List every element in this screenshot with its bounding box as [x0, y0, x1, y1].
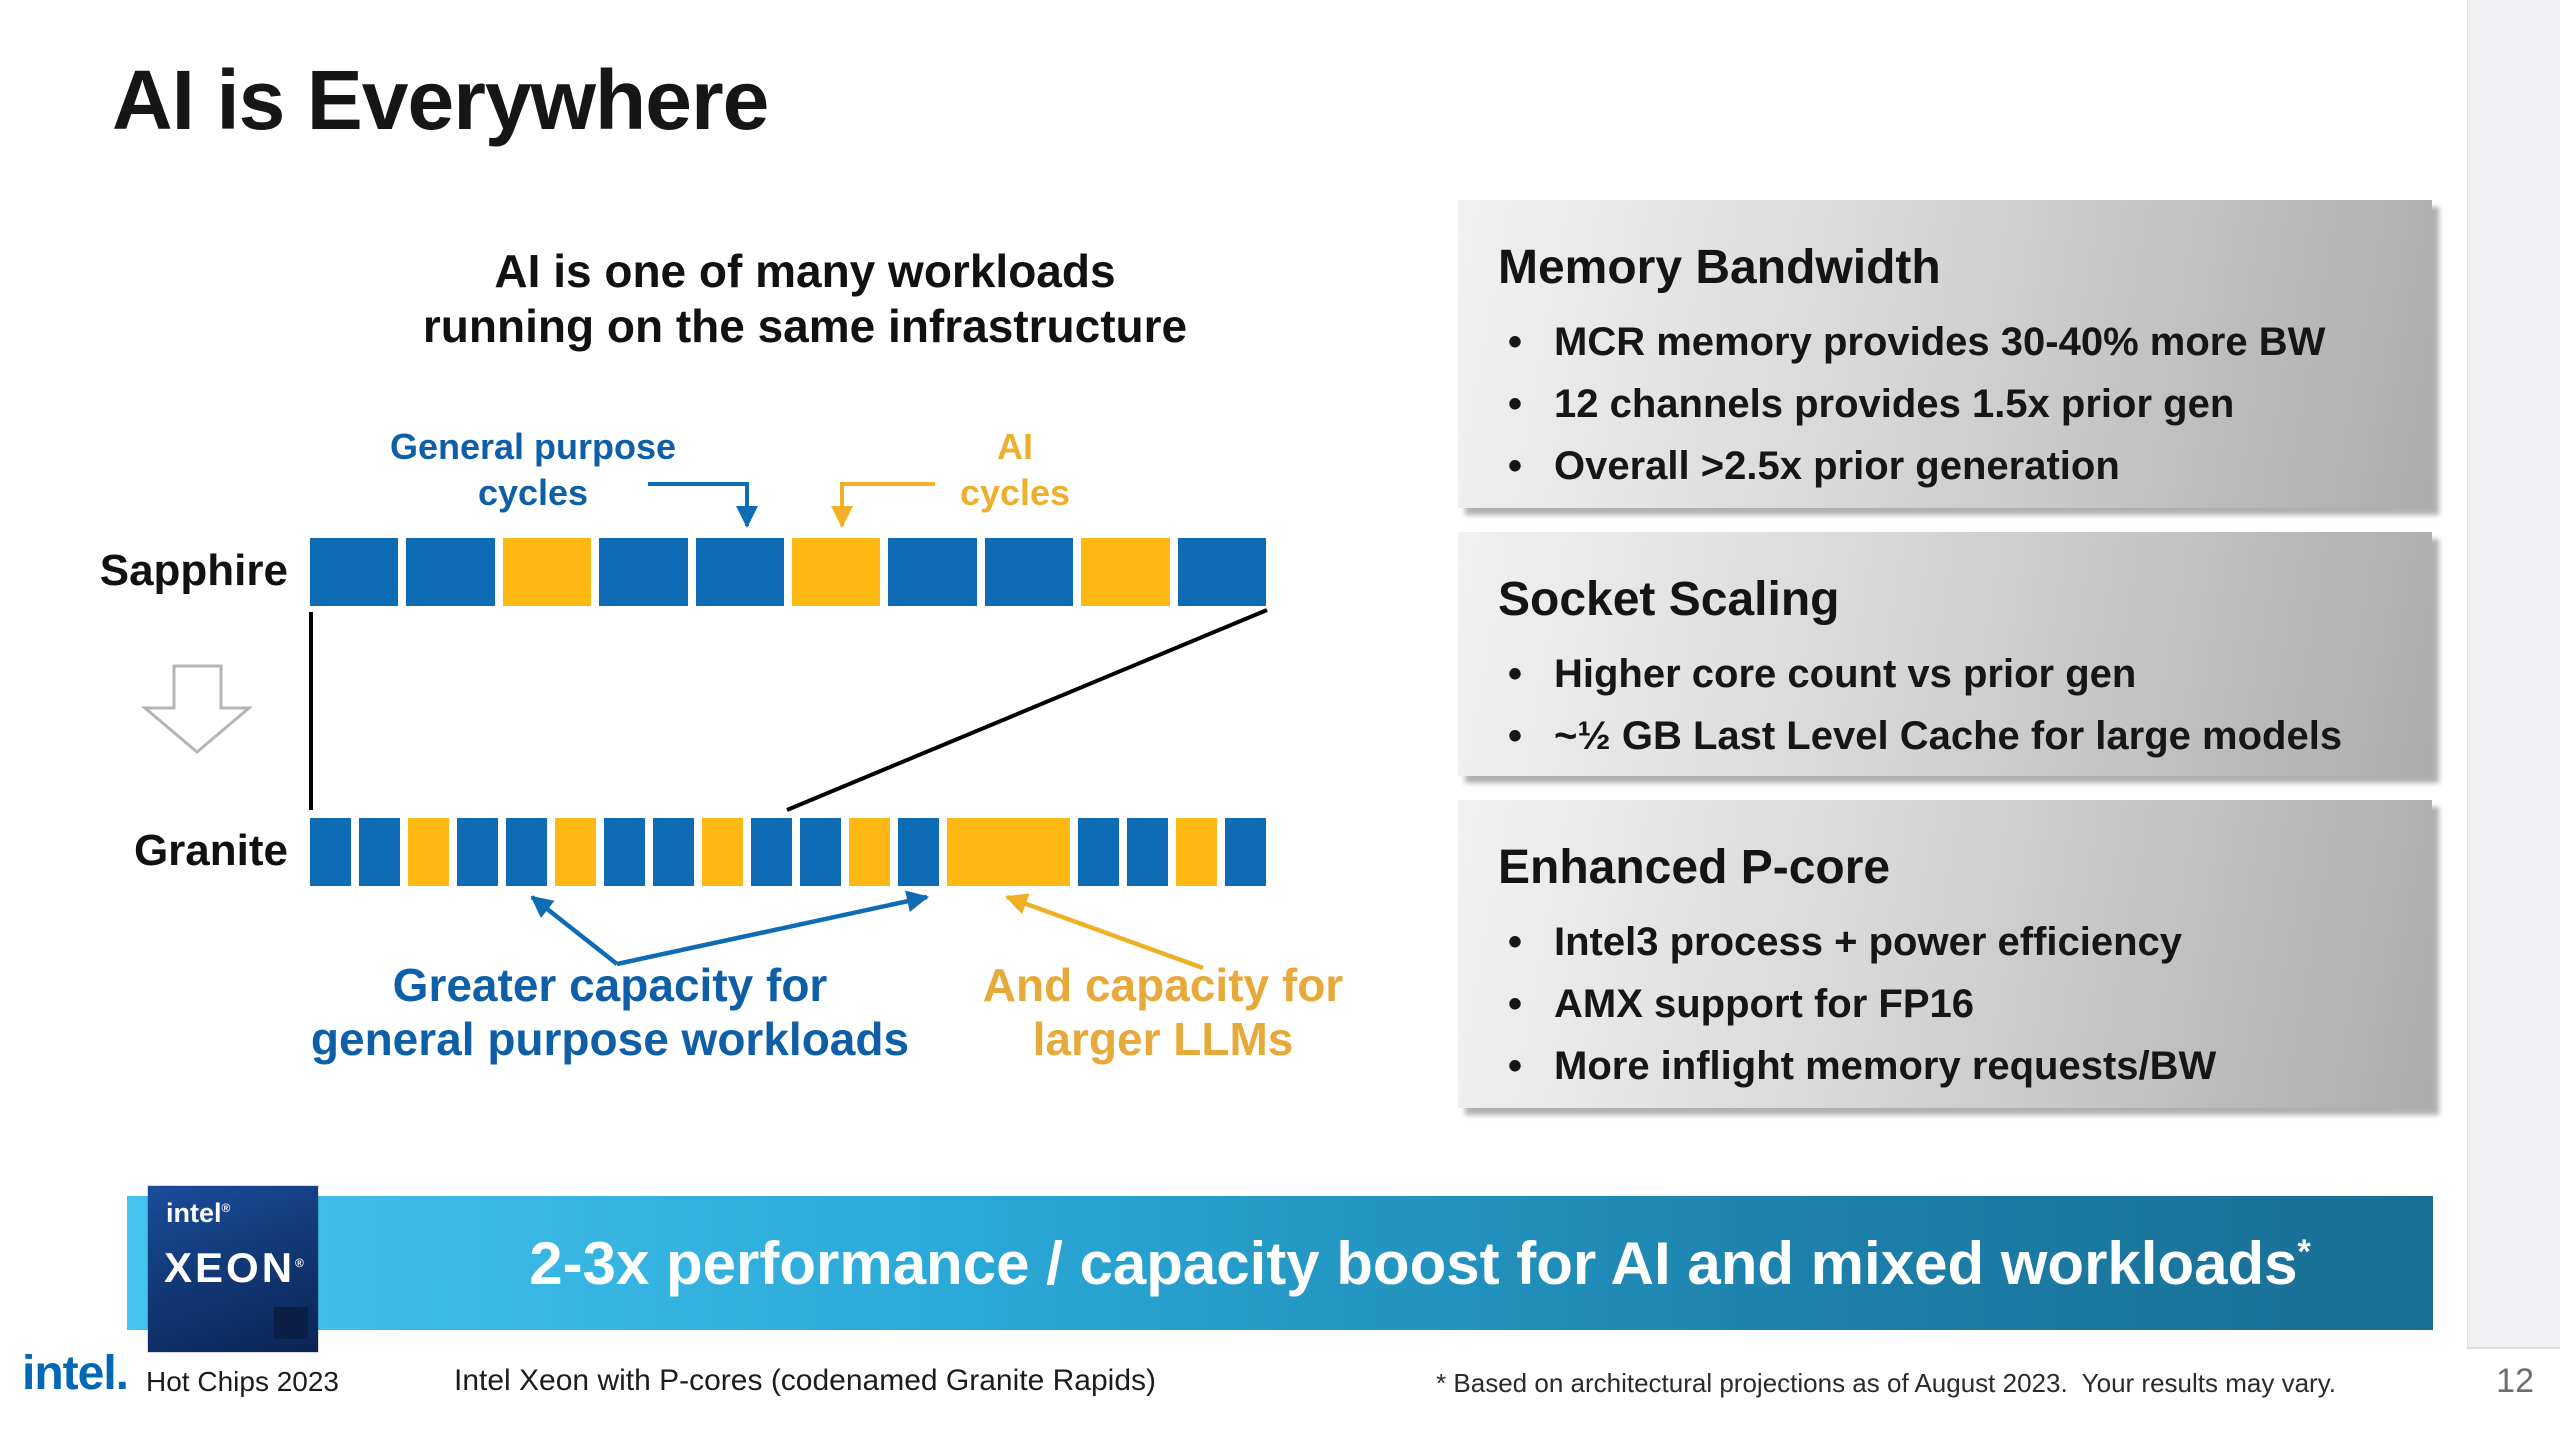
cycle-block-blue — [800, 818, 841, 886]
page-number: 12 — [2496, 1362, 2534, 1400]
badge-xeon-wordmark: XEON® — [164, 1244, 307, 1292]
highlight-banner: 2-3x performance / capacity boost for AI… — [127, 1196, 2433, 1330]
granite-cycles-bar — [310, 818, 1266, 886]
cycle-block-blue — [984, 538, 1074, 606]
cycle-block-blue — [310, 538, 399, 606]
panel-memory-bandwidth: Memory Bandwidth MCR memory provides 30-… — [1458, 200, 2432, 508]
sapphire-row-label: Sapphire — [99, 546, 288, 595]
cycle-block-yellow — [555, 818, 596, 886]
bullet-item: AMX support for FP16 — [1502, 983, 2392, 1025]
cycle-block-yellow — [947, 818, 1070, 886]
bullet-item: MCR memory provides 30-40% more BW — [1502, 321, 2392, 363]
cycle-block-blue — [506, 818, 547, 886]
panel-bullets-memory-bandwidth: MCR memory provides 30-40% more BW 12 cha… — [1502, 321, 2392, 487]
greater-capacity-caption-line1: Greater capacity for — [392, 959, 828, 1011]
panel-socket-scaling: Socket Scaling Higher core count vs prio… — [1458, 532, 2432, 776]
sapphire-cycles-bar — [310, 538, 1267, 606]
granite-row-label: Granite — [133, 826, 288, 875]
banner-message: 2-3x performance / capacity boost for AI… — [529, 1229, 2311, 1298]
greater-capacity-caption-line2: general purpose workloads — [310, 1013, 910, 1065]
diagram-heading-line2: running on the same infrastructure — [422, 300, 1188, 352]
mapping-line-diagonal — [786, 608, 1268, 812]
panel-enhanced-pcore: Enhanced P-core Intel3 process + power e… — [1458, 800, 2432, 1108]
cycle-block-blue — [1127, 818, 1168, 886]
bullet-item: Overall >2.5x prior generation — [1502, 445, 2392, 487]
cycle-block-blue — [751, 818, 792, 886]
cycle-block-yellow — [792, 538, 881, 606]
cycle-block-yellow — [408, 818, 449, 886]
cycle-block-blue — [653, 818, 694, 886]
panel-title-memory-bandwidth: Memory Bandwidth — [1498, 241, 1941, 294]
greater-capacity-arrow-left — [530, 895, 619, 966]
cycle-block-blue — [406, 538, 495, 606]
panel-bullets-socket-scaling: Higher core count vs prior gen ~½ GB Last… — [1502, 653, 2392, 757]
cycle-block-yellow — [702, 818, 743, 886]
badge-xeon-registered-mark: ® — [295, 1256, 307, 1270]
diagram-heading-line1: AI is one of many workloads — [494, 245, 1116, 297]
ai-cycles-label: AI cycles — [900, 424, 1130, 516]
footer-event-label: Hot Chips 2023 — [146, 1366, 340, 1397]
generation-transition-arrow — [140, 664, 254, 754]
footer-footnote: * Based on architectural projections as … — [1436, 1368, 2336, 1398]
intel-logo: intel. — [22, 1347, 129, 1400]
panel-bullets-enhanced-pcore: Intel3 process + power efficiency AMX sup… — [1502, 921, 2392, 1087]
next-page-edge — [2467, 0, 2560, 1349]
cycle-block-blue — [599, 538, 688, 606]
cycle-block-blue — [359, 818, 400, 886]
cycle-block-blue — [1225, 818, 1266, 886]
cycle-block-yellow — [502, 538, 592, 606]
slide-title: AI is Everywhere — [112, 53, 769, 147]
general-purpose-cycles-label-line2: cycles — [477, 472, 589, 513]
greater-capacity-arrow-right — [616, 890, 929, 967]
cycle-block-yellow — [1176, 818, 1217, 886]
bullet-item: Intel3 process + power efficiency — [1502, 921, 2392, 963]
ai-cycles-label-line1: AI — [997, 426, 1033, 467]
bullet-item: 12 channels provides 1.5x prior gen — [1502, 383, 2392, 425]
panel-title-socket-scaling: Socket Scaling — [1498, 573, 1840, 626]
banner-footnote-asterisk: * — [2297, 1232, 2311, 1271]
cycle-block-blue — [310, 818, 351, 886]
llm-capacity-caption: And capacity for larger LLMs — [913, 958, 1413, 1066]
general-purpose-cycles-label-line1: General purpose — [389, 426, 677, 467]
cycle-block-yellow — [1081, 538, 1170, 606]
cycle-block-blue — [888, 538, 977, 606]
badge-intel-text: intel — [166, 1198, 222, 1228]
cycle-block-blue — [604, 818, 645, 886]
cycle-block-blue — [1177, 538, 1267, 606]
intel-xeon-badge: intel® XEON® — [148, 1186, 318, 1352]
cycle-block-blue — [1078, 818, 1119, 886]
badge-intel-wordmark: intel® — [166, 1198, 230, 1229]
llm-capacity-caption-line2: larger LLMs — [1032, 1013, 1294, 1065]
cycle-block-blue — [898, 818, 939, 886]
banner-message-text: 2-3x performance / capacity boost for AI… — [529, 1229, 2298, 1297]
cycle-block-blue — [457, 818, 498, 886]
footer-subtitle: Intel Xeon with P-cores (codenamed Grani… — [454, 1364, 1157, 1397]
diagram-heading: AI is one of many workloads running on t… — [330, 244, 1280, 354]
badge-intel-registered-mark: ® — [221, 1201, 231, 1215]
llm-capacity-caption-line1: And capacity for — [982, 959, 1344, 1011]
bullet-item: More inflight memory requests/BW — [1502, 1045, 2392, 1087]
bullet-item: Higher core count vs prior gen — [1502, 653, 2392, 695]
cycle-block-yellow — [849, 818, 890, 886]
panel-title-enhanced-pcore: Enhanced P-core — [1498, 841, 1891, 894]
badge-corner-accent — [274, 1307, 308, 1339]
bullet-item: ~½ GB Last Level Cache for large models — [1502, 715, 2392, 757]
general-purpose-cycles-label: General purpose cycles — [363, 424, 703, 516]
cycle-block-blue — [695, 538, 785, 606]
greater-capacity-caption: Greater capacity for general purpose wor… — [260, 958, 960, 1066]
ai-cycles-label-line2: cycles — [959, 472, 1071, 513]
badge-xeon-text: XEON — [164, 1244, 296, 1291]
